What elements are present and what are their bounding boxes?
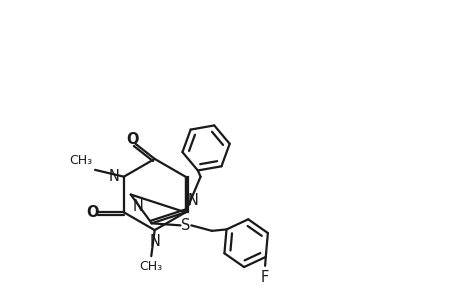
Text: N: N [149,233,160,248]
Text: N: N [187,193,198,208]
Text: N: N [133,199,143,214]
Text: N: N [108,169,119,184]
Text: O: O [86,205,98,220]
Text: O: O [126,131,138,146]
Text: S: S [181,218,190,233]
Text: CH₃: CH₃ [69,154,92,167]
Text: CH₃: CH₃ [140,260,162,273]
Text: F: F [260,270,269,285]
